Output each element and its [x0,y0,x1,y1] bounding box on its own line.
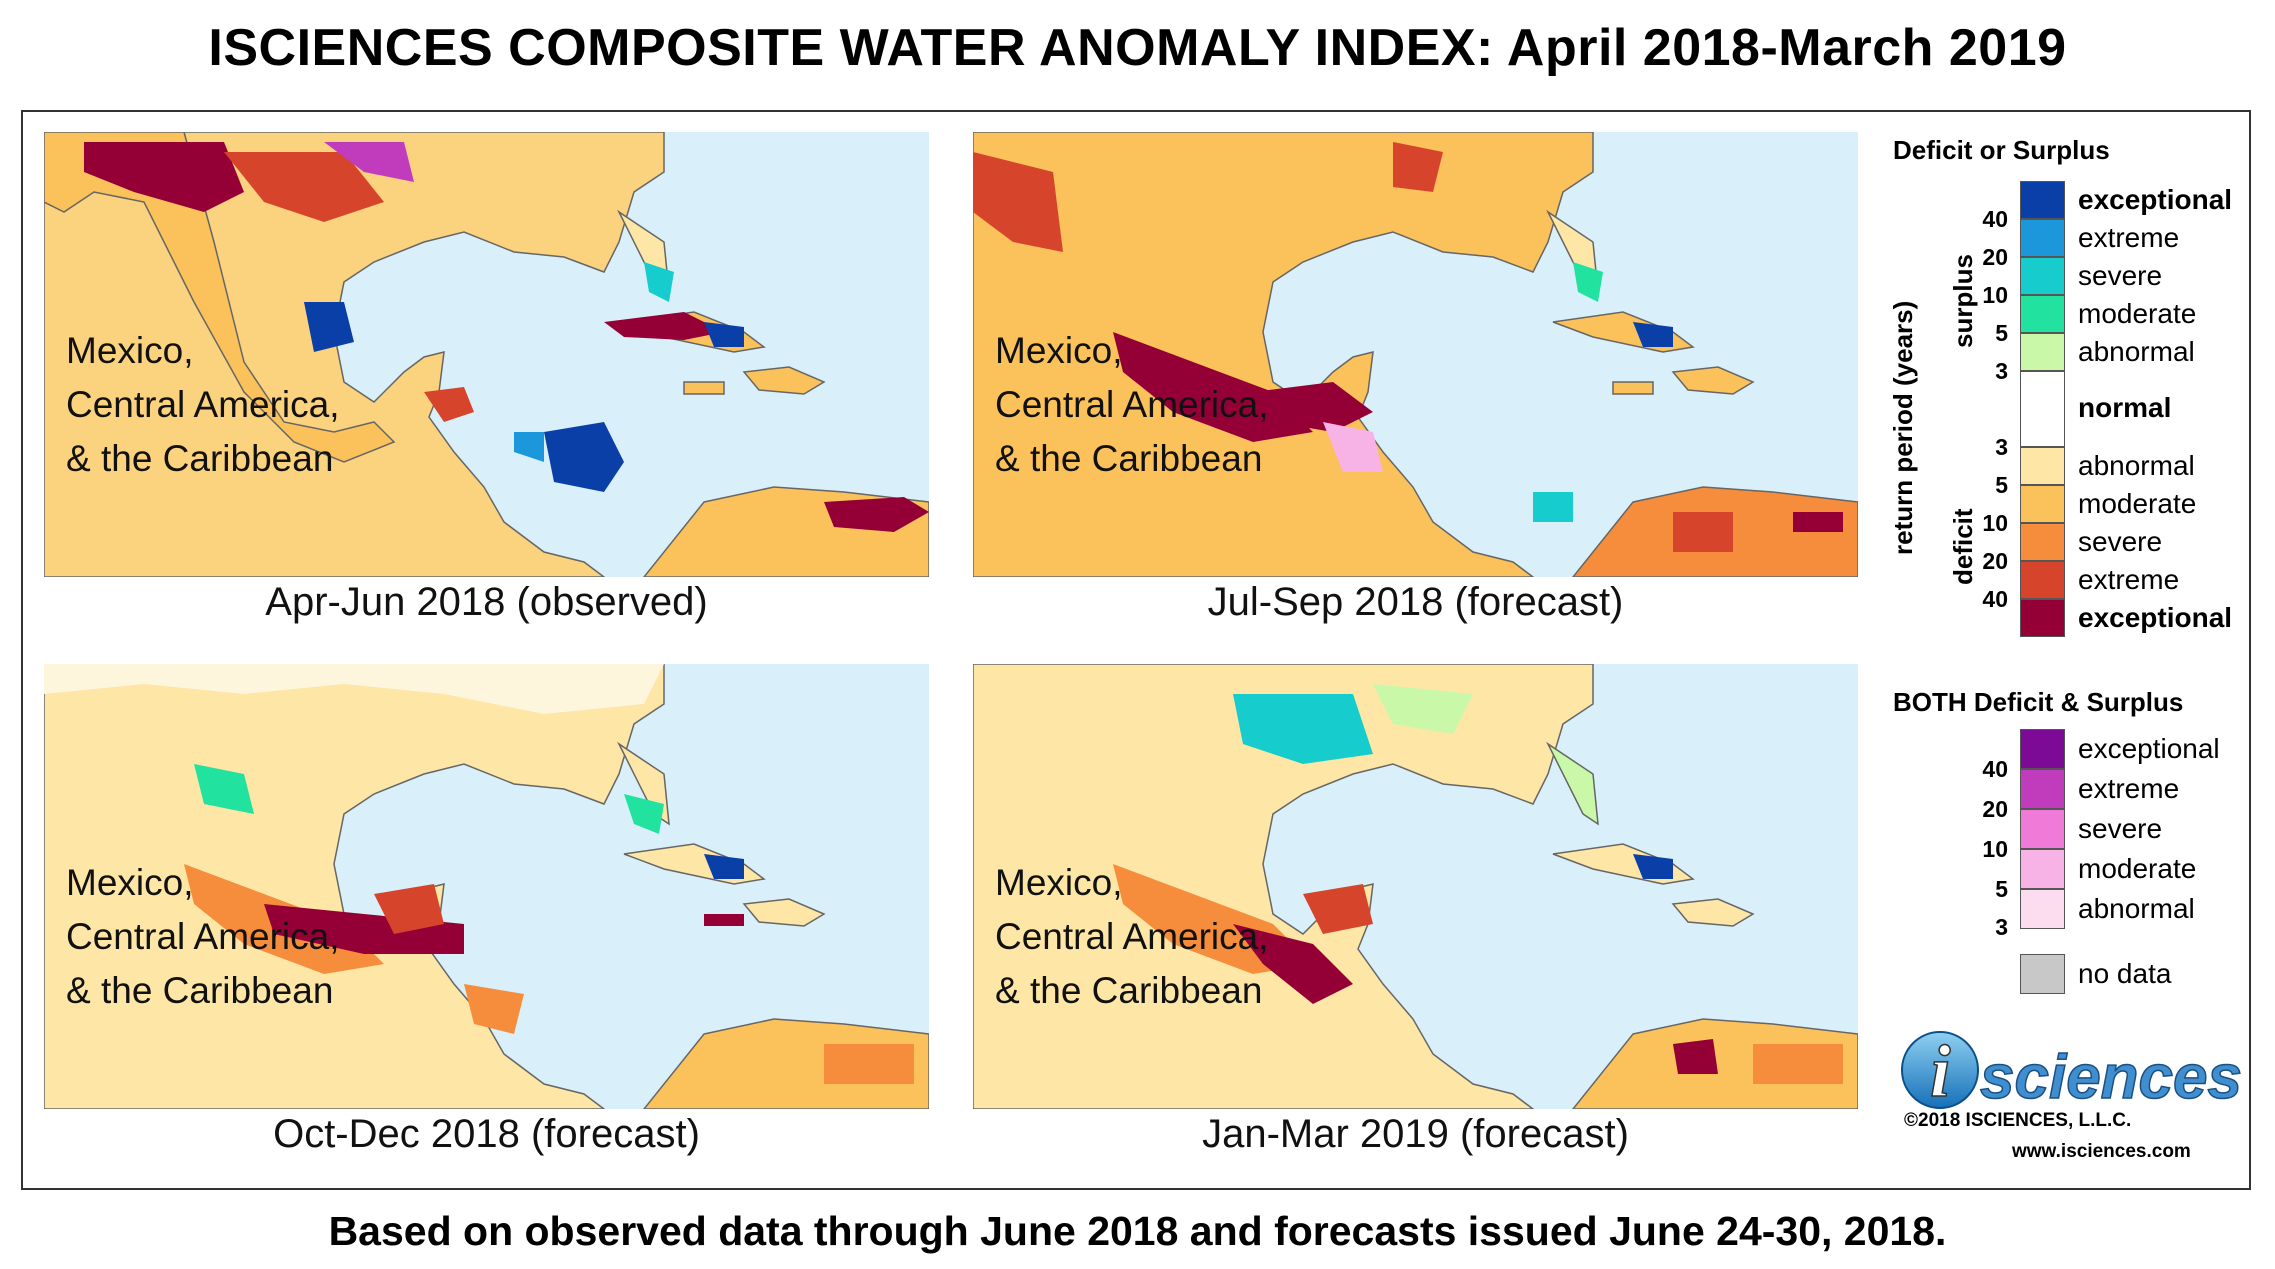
legend-label-deficit-moderate: moderate [2078,488,2197,519]
swatch-deficit-extreme [2020,561,2065,599]
anomaly-patches [44,664,914,1084]
map-panel-jan-mar-2019: Mexico, Central America, & the Caribbean [973,664,1858,1109]
tick-surplus: 5 [1995,320,2008,346]
region-label-line2: Central America, [66,384,340,425]
region-label-line1: Mexico, [995,330,1123,371]
map-panel-oct-dec-2018: Mexico, Central America, & the Caribbean [44,664,929,1109]
legend-label-both-moderate: moderate [2078,853,2197,884]
legend-label-both-extreme: extreme [2078,773,2180,804]
region-label-line3: & the Caribbean [995,970,1263,1011]
swatch-both-moderate [2020,849,2065,889]
figure-frame [21,110,2251,1190]
legend-label-deficit-severe: severe [2078,526,2163,557]
footer-note: Based on observed data through June 2018… [328,1208,1947,1254]
legend-label-both-abnormal: abnormal [2078,893,2195,924]
map-graphic [973,132,1858,577]
panel-caption: Apr-Jun 2018 (observed) [265,580,708,624]
tick-deficit: 10 [1982,510,2008,536]
legend-label-normal: normal [2078,392,2172,423]
legend-axis-label: return period (years) [1888,300,1918,555]
tick-both: 40 [1982,756,2008,782]
logo-circle [1901,1031,1979,1109]
tick-both: 20 [1982,796,2008,822]
tick-deficit: 20 [1982,548,2008,574]
legend-label-surplus-exceptional: exceptional [2078,184,2233,215]
anomaly-patches [973,142,1843,552]
tick-deficit: 40 [1982,586,2008,612]
map-graphic [973,664,1858,1109]
website: www.isciences.com [2012,1141,2191,1162]
map-panel-jul-sep-2018: Mexico, Central America, & the Caribbean [973,132,1858,577]
legend-label-deficit-extreme: extreme [2078,564,2180,595]
swatch-no-data [2020,954,2065,994]
swatch-deficit-severe [2020,523,2065,561]
swatch-surplus-severe [2020,257,2065,295]
swatch-normal [2020,371,2065,447]
swatch-both-abnormal [2020,889,2065,929]
swatch-both-severe [2020,809,2065,849]
logo-letter: i [1930,1031,1951,1113]
tick-surplus: 40 [1982,206,2008,232]
panel-caption: Jan-Mar 2019 (forecast) [1202,1112,1629,1156]
swatch-surplus-exceptional [2020,181,2065,219]
anomaly-patches [1113,684,1843,1084]
copyright: ©2018 ISCIENCES, L.L.C. [1904,1110,2132,1131]
swatch-surplus-moderate [2020,295,2065,333]
tick-surplus: 20 [1982,244,2008,270]
region-label-line2: Central America, [995,384,1269,425]
swatch-surplus-extreme [2020,219,2065,257]
isciences-logo: i sciences [1901,1030,2243,1114]
swatch-deficit-moderate [2020,485,2065,523]
region-label-line2: Central America, [995,916,1269,957]
legend-label-surplus-moderate: moderate [2078,298,2197,329]
anomaly-patches [84,142,929,532]
page-title: ISCIENCES COMPOSITE WATER ANOMALY INDEX:… [208,19,2067,77]
legend-label-deficit-exceptional: exceptional [2078,602,2233,633]
map-graphic [44,132,929,577]
swatch-deficit-abnormal [2020,447,2065,485]
region-label-line3: & the Caribbean [66,970,334,1011]
tick-deficit: 5 [1995,472,2008,498]
region-label-line1: Mexico, [66,330,194,371]
legend-label-surplus-severe: severe [2078,260,2163,291]
legend-label-surplus-extreme: extreme [2078,222,2180,253]
panel-caption: Oct-Dec 2018 (forecast) [273,1112,700,1156]
region-label-line3: & the Caribbean [995,438,1263,479]
swatch-deficit-exceptional [2020,599,2065,637]
legend-label-deficit-abnormal: abnormal [2078,450,2195,481]
legend-label-surplus-abnormal: abnormal [2078,336,2195,367]
legend-label-both-severe: severe [2078,813,2163,844]
tick-surplus: 10 [1982,282,2008,308]
legend-title-both: BOTH Deficit & Surplus [1893,687,2184,717]
tick-both: 5 [1995,876,2008,902]
region-label-line1: Mexico, [995,862,1123,903]
map-graphic [44,664,929,1109]
logo-wordmark: sciences [1980,1043,2242,1112]
swatch-both-exceptional [2020,729,2065,769]
panel-caption: Jul-Sep 2018 (forecast) [1207,580,1624,624]
swatch-surplus-abnormal [2020,333,2065,371]
tick-surplus: 3 [1995,358,2008,384]
tick-both: 3 [1995,914,2008,940]
legend-title-deficit-surplus: Deficit or Surplus [1893,135,2110,165]
region-label-line2: Central America, [66,916,340,957]
region-label-line3: & the Caribbean [66,438,334,479]
swatch-both-extreme [2020,769,2065,809]
tick-deficit: 3 [1995,434,2008,460]
map-panel-apr-jun-2018: Mexico, Central America, & the Caribbean [44,132,929,577]
region-label-line1: Mexico, [66,862,194,903]
legend-label-no-data: no data [2078,958,2172,989]
legend-label-both-exceptional: exceptional [2078,733,2220,764]
tick-both: 10 [1982,836,2008,862]
